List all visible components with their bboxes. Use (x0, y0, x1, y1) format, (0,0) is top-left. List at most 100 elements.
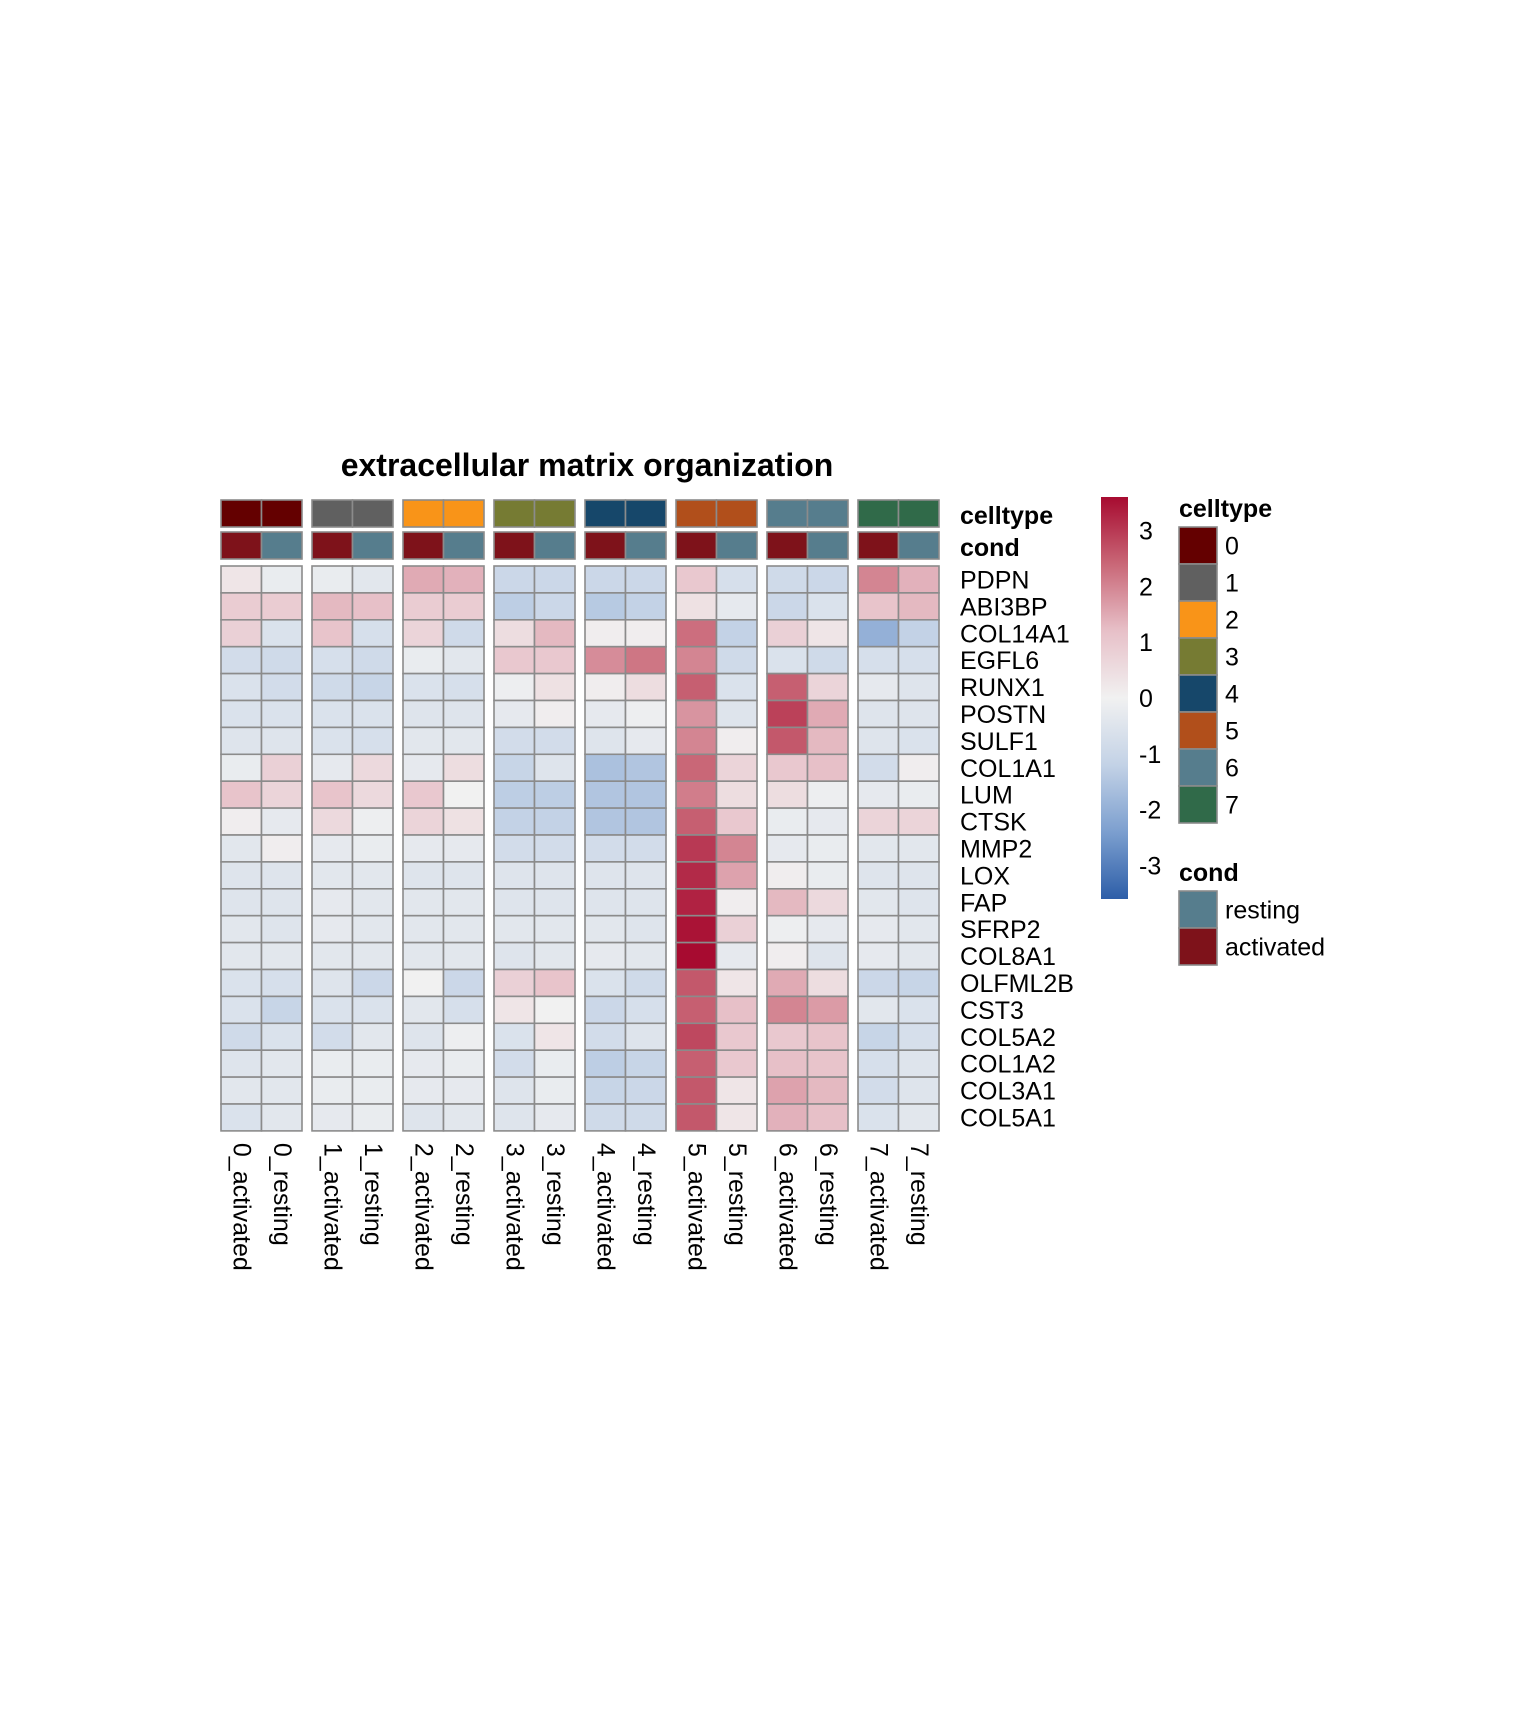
column-label: 1_activated (318, 1143, 346, 1271)
heatmap-cell (311, 861, 354, 890)
heatmap-cell (442, 807, 485, 836)
celltype-legend-swatch (1178, 600, 1218, 639)
heatmap-cell (584, 1049, 627, 1078)
annotation-labels: celltype cond (960, 502, 1053, 562)
celltype-legend-label: 1 (1225, 570, 1239, 598)
heatmap-cell (442, 995, 485, 1025)
heatmap-cell (493, 834, 536, 863)
heatmap-cell (351, 672, 394, 702)
heatmap-cell (311, 807, 354, 836)
row-label: ABI3BP (960, 593, 1048, 621)
heatmap-cell (260, 861, 303, 890)
heatmap-cell (806, 780, 849, 809)
heatmap-cell (857, 753, 900, 782)
heatmap-cell (766, 1049, 809, 1078)
celltype-legend-label: 0 (1225, 533, 1239, 561)
heatmap-cell (857, 887, 900, 917)
heatmap-cell (766, 941, 809, 971)
heatmap-cell (260, 807, 303, 836)
heatmap-cell (715, 887, 758, 917)
celltype-annotation-cell (675, 499, 718, 528)
column-label: 0_activated (227, 1143, 255, 1271)
heatmap-cell (533, 995, 576, 1025)
heatmap-cell (311, 968, 354, 998)
heatmap-cell (766, 807, 809, 836)
heatmap-cell (715, 592, 758, 621)
celltype-annotation-cell (715, 499, 758, 528)
heatmap-cell (311, 1103, 354, 1132)
heatmap-cell (584, 726, 627, 756)
cond-annotation-cell (493, 531, 536, 560)
heatmap-cell (351, 887, 394, 917)
column-label: 4_activated (591, 1143, 619, 1271)
heatmap-cell (806, 861, 849, 890)
heatmap-cell (857, 699, 900, 729)
heatmap-cell (715, 968, 758, 998)
heatmap-cell (442, 780, 485, 809)
heatmap-cell (897, 861, 940, 890)
heatmap-cell (766, 887, 809, 917)
celltype-legend-swatch (1178, 674, 1218, 713)
heatmap-cell (584, 914, 627, 944)
heatmap-cell (311, 1076, 354, 1105)
heatmap-cell (260, 618, 303, 648)
heatmap-cell (311, 1022, 354, 1051)
heatmap-cell (715, 1049, 758, 1078)
heatmap-cell (260, 699, 303, 729)
heatmap-cell (442, 1022, 485, 1051)
heatmap-cell (493, 618, 536, 648)
heatmap-cell (533, 968, 576, 998)
heatmap-cell (857, 1076, 900, 1105)
heatmap-cell (675, 861, 718, 890)
heatmap-cell (675, 699, 718, 729)
heatmap-cell (442, 699, 485, 729)
heatmap-cell (402, 618, 445, 648)
column-label: 3_activated (500, 1143, 528, 1271)
heatmap-cell (857, 645, 900, 675)
heatmap-cell (260, 1103, 303, 1132)
heatmap-cell (402, 672, 445, 702)
row-label: POSTN (960, 701, 1046, 729)
column-label: 2_resting (450, 1143, 478, 1246)
heatmap-cell (624, 645, 667, 675)
heatmap-cell (311, 753, 354, 782)
heatmap-cell (806, 753, 849, 782)
cond-legend-label: resting (1225, 897, 1300, 925)
column-label: 2_activated (409, 1143, 437, 1271)
heatmap-cell (715, 941, 758, 971)
heatmap-cell (897, 565, 940, 594)
heatmap-cell (533, 753, 576, 782)
heatmap-cell (766, 726, 809, 756)
heatmap-cell (675, 887, 718, 917)
heatmap-cell (857, 1103, 900, 1132)
heatmap-cell (493, 699, 536, 729)
heatmap-cell (857, 861, 900, 890)
row-label: PDPN (960, 566, 1029, 594)
row-label: COL5A1 (960, 1104, 1056, 1132)
heatmap-cell (260, 887, 303, 917)
heatmap-cell (715, 726, 758, 756)
heatmap-cell (533, 887, 576, 917)
heatmap-cell (766, 753, 809, 782)
heatmap-cell (675, 672, 718, 702)
heatmap-cell (311, 672, 354, 702)
heatmap-cell (220, 887, 263, 917)
heatmap-cell (260, 968, 303, 998)
heatmap-cell (442, 726, 485, 756)
heatmap-cell (533, 1049, 576, 1078)
heatmap-cell (624, 861, 667, 890)
heatmap-cell (220, 672, 263, 702)
celltype-annotation-cell (857, 499, 900, 528)
celltype-legend-swatch (1178, 785, 1218, 824)
color-scale-tick: 2 (1139, 573, 1153, 601)
heatmap-cell (493, 1076, 536, 1105)
heatmap-cell (806, 1049, 849, 1078)
heatmap-cell (260, 914, 303, 944)
heatmap-cell (766, 780, 809, 809)
row-label: MMP2 (960, 835, 1032, 863)
heatmap-cell (715, 1076, 758, 1105)
heatmap-cell (311, 592, 354, 621)
heatmap-cell (624, 780, 667, 809)
heatmap-cell (311, 645, 354, 675)
